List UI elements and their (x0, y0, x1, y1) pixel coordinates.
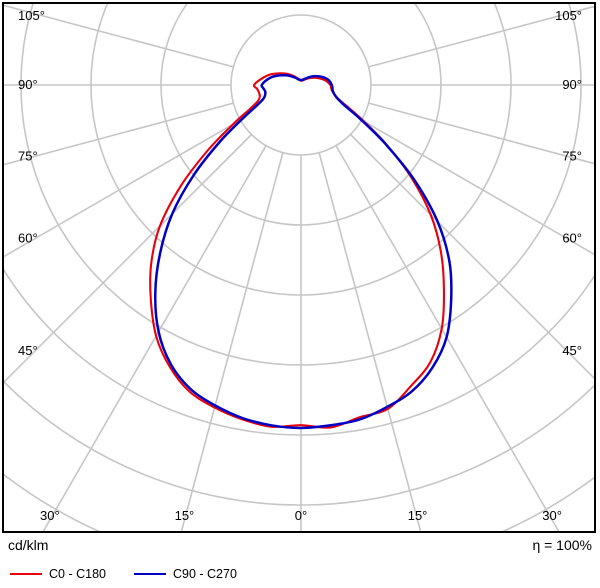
grid-radial (4, 119, 241, 258)
angle-label: 30° (40, 508, 60, 523)
grid-radials (4, 4, 594, 531)
legend-label-c90-c270: C90 - C270 (172, 567, 237, 581)
grid-ring (230, 14, 372, 156)
curve-C0-C180 (149, 72, 446, 429)
grid-ring (4, 268, 594, 436)
grid-radial (42, 145, 267, 531)
legend-item-c0-c180: C0 - C180 (10, 567, 106, 581)
grid-radial (4, 133, 253, 384)
angle-label: 30° (542, 508, 562, 523)
legend: C0 - C180 C90 - C270 (10, 567, 237, 581)
grid-radial (4, 102, 234, 166)
efficiency-label: η = 100% (532, 537, 592, 553)
angle-label: 45° (18, 343, 38, 358)
angle-label: 105° (18, 8, 45, 23)
grid-radial (361, 119, 594, 256)
angle-label: 75° (562, 148, 582, 163)
angle-label: 45° (562, 343, 582, 358)
legend-item-c90-c270: C90 - C270 (133, 567, 237, 581)
angle-label: 90° (18, 77, 38, 92)
angle-label: 60° (18, 231, 38, 246)
angle-label: 90° (562, 77, 582, 92)
curves (149, 72, 453, 430)
polar-chart: 0° 15° 15° 30° 30° 45° 45° 60° 60° 75° 75° 90° 90° 10… (4, 4, 594, 531)
legend-line-c0-c180 (10, 573, 42, 575)
curve-C90-C270 (153, 74, 453, 430)
unit-label: cd/klm (8, 537, 49, 553)
polar-plot-frame: 0° 15° 15° 30° 30° 45° 45° 60° 60° 75° 75° 90° 90° 10… (2, 2, 596, 533)
grid-radial (180, 152, 284, 531)
grid-radial (368, 5, 594, 68)
angle-labels: 0° 15° 15° 30° 30° 45° 45° 60° 60° 75° 75° 90° 90° 10… (18, 8, 582, 523)
angle-label: 15° (408, 508, 428, 523)
grid-radial (368, 102, 594, 165)
footer: cd/klm η = 100% (8, 537, 592, 553)
grid-radial (4, 4, 234, 68)
grid-rings (4, 4, 594, 531)
grid-radial (318, 152, 422, 531)
angle-label: 15° (175, 508, 195, 523)
angle-label: 105° (555, 8, 582, 23)
angle-label: 0° (295, 508, 307, 523)
grid-radial (349, 133, 594, 380)
angle-label: 75° (18, 148, 38, 163)
angle-label: 60° (562, 231, 582, 246)
grid-radial (335, 145, 560, 531)
legend-label-c0-c180: C0 - C180 (49, 567, 106, 581)
legend-line-c90-c270 (133, 573, 166, 575)
